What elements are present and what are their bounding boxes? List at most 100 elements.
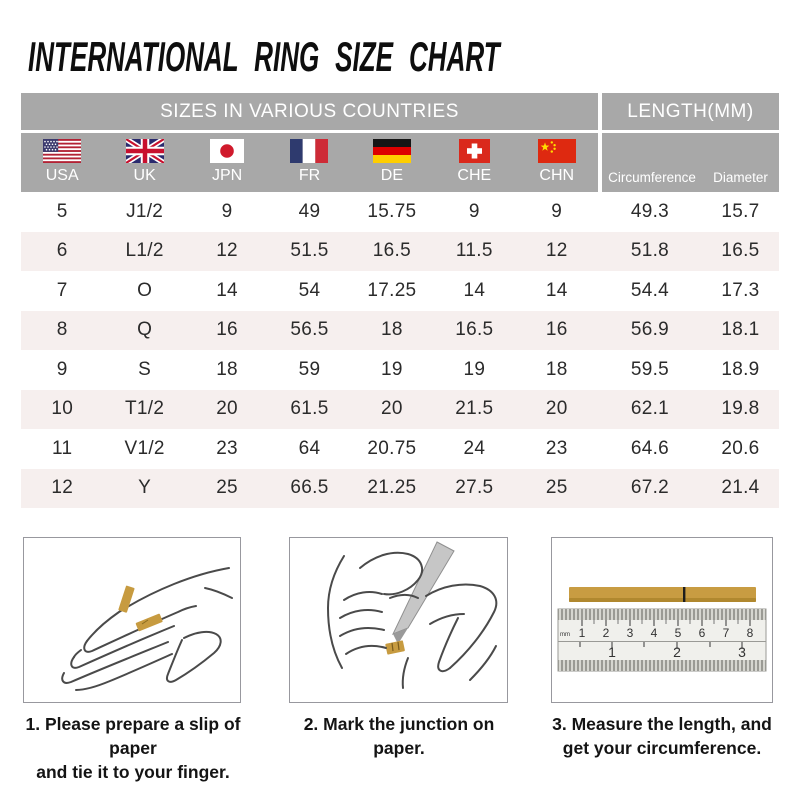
cell: 9 xyxy=(468,200,480,222)
instruction-step-2-caption: 2. Mark the junction on paper. xyxy=(278,712,520,760)
germany-flag-icon xyxy=(372,139,411,163)
cell: 16.5 xyxy=(372,240,411,262)
cell: 9 xyxy=(551,200,563,222)
ruler-graphic: mm 1 2 3 4 5 6 7 8 1 2 3 xyxy=(557,608,767,672)
header-divider xyxy=(598,93,602,130)
cell: 14 xyxy=(545,279,568,301)
cell: 12 xyxy=(216,240,238,262)
cell: 51.5 xyxy=(290,240,329,262)
paper-strip xyxy=(569,587,756,602)
cell: 16.5 xyxy=(721,240,760,262)
column-header-usa: USA xyxy=(21,133,103,192)
cell: 16 xyxy=(216,319,238,341)
cell: 23 xyxy=(216,437,238,459)
table-row: 7 O 14 54 17.25 14 14 54.4 17.3 xyxy=(21,271,779,311)
instruction-step-1-caption: 1. Please prepare a slip of paper and ti… xyxy=(2,712,264,784)
cell: 19 xyxy=(381,358,403,380)
cell: 6 xyxy=(56,240,68,262)
ruler-number: 7 xyxy=(723,626,730,640)
japan-flag-icon xyxy=(210,139,245,163)
country-code: CHE xyxy=(457,167,492,184)
ring-size-table: SIZES IN VARIOUS COUNTRIES LENGTH(MM) xyxy=(21,93,779,508)
cell: 61.5 xyxy=(290,398,329,420)
cell: 49 xyxy=(298,200,321,222)
cell: 17.25 xyxy=(367,279,417,301)
cell: O xyxy=(137,279,153,301)
ruler-number: 8 xyxy=(747,626,754,640)
cell: Q xyxy=(137,319,153,341)
cell: 9 xyxy=(221,200,233,222)
cell: 25 xyxy=(216,477,238,499)
ruler-number: 2 xyxy=(673,644,681,660)
cell: 20.6 xyxy=(721,437,760,459)
ruler-number: 2 xyxy=(603,626,610,640)
column-header-jpn: JPN xyxy=(186,133,268,192)
column-header-che: CHE xyxy=(433,133,515,192)
cell: 18 xyxy=(381,319,403,341)
instruction-step-2-figure xyxy=(289,537,508,703)
cell: 18 xyxy=(216,358,238,380)
table-row: 9 S 18 59 19 19 18 59.5 18.9 xyxy=(21,350,779,390)
cell: 59 xyxy=(298,358,321,380)
cell: 15.75 xyxy=(367,200,417,222)
cell: 49.3 xyxy=(630,200,670,222)
china-flag-icon xyxy=(537,139,576,163)
cell: 19.8 xyxy=(721,398,760,420)
cell: 8 xyxy=(56,319,68,341)
column-header-de: DE xyxy=(351,133,433,192)
cell: 11.5 xyxy=(455,240,493,262)
cell: 56.9 xyxy=(630,319,670,341)
cell: 21.4 xyxy=(721,477,760,499)
table-row: 11 V1/2 23 64 20.75 24 23 64.6 20.6 xyxy=(21,429,779,469)
caption-line: 2. Mark the junction on paper. xyxy=(303,714,495,758)
marking-junction-illustration xyxy=(326,541,498,689)
caption-line: 1. Please prepare a slip of paper xyxy=(25,714,241,758)
column-header-chn: CHN xyxy=(516,133,598,192)
cell: 64.6 xyxy=(630,437,670,459)
cell: 27.5 xyxy=(455,477,494,499)
ruler-number: 1 xyxy=(608,644,616,660)
cell: 62.1 xyxy=(630,398,670,420)
cell: 54 xyxy=(298,279,321,301)
instruction-step-1-figure xyxy=(23,537,241,703)
cell: 20 xyxy=(381,398,403,420)
instruction-step-3-caption: 3. Measure the length, and get your circ… xyxy=(542,712,782,760)
cell: 59.5 xyxy=(630,358,670,380)
cell: 18 xyxy=(545,358,568,380)
cell: 15.7 xyxy=(721,200,760,222)
column-header-circumference: Circumference xyxy=(608,170,696,185)
header-group-sizes: SIZES IN VARIOUS COUNTRIES xyxy=(21,93,598,130)
country-code: FR xyxy=(298,167,321,184)
cell: 14 xyxy=(463,279,486,301)
ruler-unit-label: mm xyxy=(560,632,570,638)
cell: 21.5 xyxy=(455,398,494,420)
caption-line: and tie it to your finger. xyxy=(36,762,230,782)
cell: 67.2 xyxy=(630,477,670,499)
column-header-diameter: Diameter xyxy=(713,170,768,185)
cell: 16.5 xyxy=(455,319,494,341)
cell: 17.3 xyxy=(721,279,760,301)
cell: 25 xyxy=(545,477,568,499)
caption-line: get your circumference. xyxy=(562,738,762,758)
uk-flag-icon xyxy=(125,139,164,163)
ruler-measurement-illustration: mm 1 2 3 4 5 6 7 8 1 2 3 xyxy=(557,587,767,672)
table-row: 10 T1/2 20 61.5 20 21.5 20 62.1 19.8 xyxy=(21,389,779,429)
cell: 20.75 xyxy=(367,437,417,459)
cell: T1/2 xyxy=(125,398,165,420)
cell: 20 xyxy=(545,398,568,420)
table-row: 12 Y 25 66.5 21.25 27.5 25 67.2 21.4 xyxy=(21,468,779,508)
column-header-fr: FR xyxy=(268,133,350,192)
cell: Y xyxy=(138,477,152,499)
country-code: JPN xyxy=(211,167,243,184)
header-gap xyxy=(21,130,779,133)
usa-flag-icon xyxy=(43,139,82,163)
country-code: CHN xyxy=(539,167,575,184)
instruction-step-3-figure: mm 1 2 3 4 5 6 7 8 1 2 3 xyxy=(551,537,773,703)
cell: 51.8 xyxy=(630,240,670,262)
country-code: UK xyxy=(133,167,156,184)
column-header-uk: UK xyxy=(103,133,185,192)
cell: 20 xyxy=(216,398,238,420)
table-row: 5 J1/2 9 49 15.75 9 9 49.3 15.7 xyxy=(21,192,779,232)
cell: L1/2 xyxy=(125,240,164,262)
